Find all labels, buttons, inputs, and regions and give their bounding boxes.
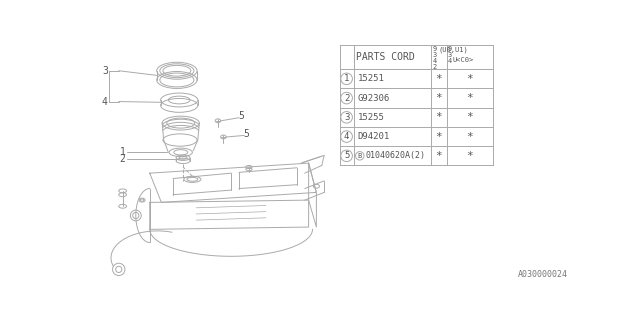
Text: U<C0>: U<C0> xyxy=(452,57,474,63)
Text: 2: 2 xyxy=(344,93,349,103)
Text: *: * xyxy=(435,93,442,103)
Text: *: * xyxy=(467,74,473,84)
Text: *: * xyxy=(467,132,473,141)
Text: (U0,U1): (U0,U1) xyxy=(439,46,468,52)
Text: 5: 5 xyxy=(238,111,244,121)
Text: 3: 3 xyxy=(344,113,349,122)
Text: 5: 5 xyxy=(344,151,349,160)
Text: 1: 1 xyxy=(120,147,125,157)
Text: 2: 2 xyxy=(120,154,125,164)
Text: PARTS CORD: PARTS CORD xyxy=(356,52,415,62)
Text: B: B xyxy=(358,153,362,159)
Text: *: * xyxy=(435,74,442,84)
Text: 15251: 15251 xyxy=(358,74,385,83)
Text: 1: 1 xyxy=(344,74,349,83)
Text: 4: 4 xyxy=(102,97,108,107)
Text: A030000024: A030000024 xyxy=(518,270,568,279)
Text: 3: 3 xyxy=(102,66,108,76)
Text: 01040620A(2): 01040620A(2) xyxy=(365,151,425,160)
Text: *: * xyxy=(435,112,442,122)
Text: *: * xyxy=(467,151,473,161)
Text: *: * xyxy=(467,93,473,103)
Text: 15255: 15255 xyxy=(358,113,385,122)
Text: *: * xyxy=(435,132,442,141)
Text: 5: 5 xyxy=(244,129,250,139)
Text: *: * xyxy=(467,112,473,122)
Text: 9
3
4
2: 9 3 4 2 xyxy=(433,46,437,70)
Text: D94201: D94201 xyxy=(358,132,390,141)
Text: 9
3
4: 9 3 4 xyxy=(447,46,452,64)
Text: 4: 4 xyxy=(344,132,349,141)
Text: G92306: G92306 xyxy=(358,93,390,103)
Text: *: * xyxy=(435,151,442,161)
